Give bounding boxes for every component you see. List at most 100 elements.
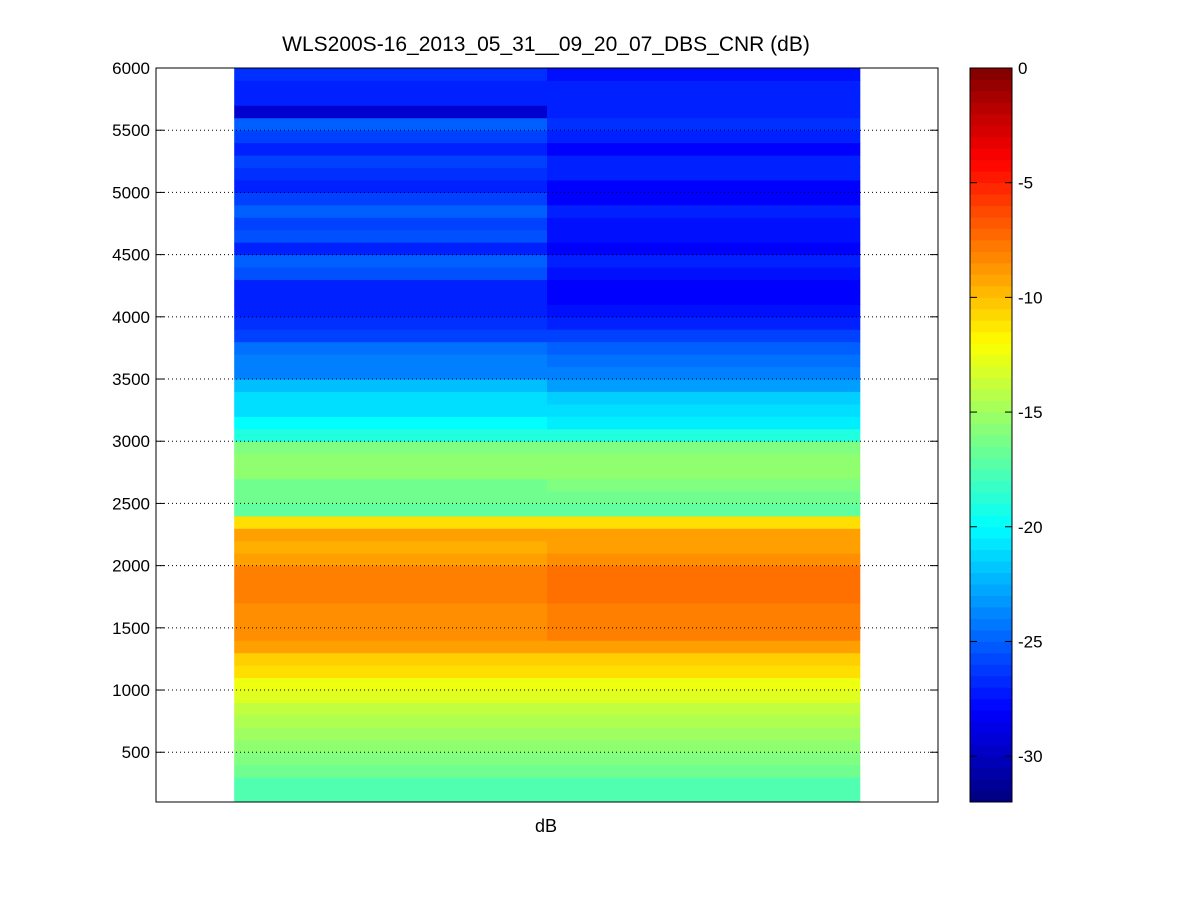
heatmap-cell [547, 242, 861, 256]
heatmap-cell [547, 764, 861, 778]
colorbar-swatch [970, 343, 1012, 356]
heatmap-cell [234, 677, 548, 691]
heatmap-cell [234, 366, 548, 380]
colorbar-swatch [970, 492, 1012, 505]
colorbar-swatch [970, 698, 1012, 711]
heatmap-cell [547, 379, 861, 392]
heatmap-cell [547, 92, 861, 106]
heatmap-cell [547, 304, 861, 318]
colorbar-swatch [970, 400, 1012, 413]
heatmap-cell [234, 764, 548, 778]
colorbar-swatch [970, 308, 1012, 321]
colorbar-swatch [970, 228, 1012, 241]
heatmap-cell [547, 490, 861, 504]
plot-area: 500 1000 1500 2000 2500 3000 3500 4000 4500 5000 5… [112, 59, 939, 803]
y-tick-label: 500 [122, 743, 150, 762]
colorbar-tick-label: 0 [1018, 59, 1027, 78]
colorbar-swatch [970, 377, 1012, 390]
colorbar-swatch [970, 125, 1012, 138]
heatmap-cell [547, 391, 861, 405]
colorbar-swatch [970, 79, 1012, 92]
heatmap-cell [234, 254, 548, 268]
y-tick-label: 2500 [112, 494, 150, 513]
colorbar-swatch [970, 354, 1012, 367]
heatmap-cell [547, 590, 861, 604]
heatmap-cell [234, 291, 548, 305]
colorbar-swatch [970, 561, 1012, 574]
heatmap-cell [234, 702, 548, 716]
heatmap-cell [234, 777, 548, 791]
heatmap-cell [234, 68, 548, 81]
heatmap-cell [234, 441, 548, 455]
colorbar-swatch [970, 503, 1012, 516]
colorbar-swatch [970, 102, 1012, 115]
heatmap-cell [547, 130, 861, 144]
heatmap-cell [234, 242, 548, 256]
heatmap-cell [547, 279, 861, 293]
heatmap-cell [547, 777, 861, 791]
heatmap-cell [547, 789, 861, 803]
heatmap-cell [234, 416, 548, 430]
heatmap-cell [547, 478, 861, 492]
colorbar-swatch [970, 629, 1012, 642]
heatmap-cell [547, 702, 861, 716]
colorbar-swatch [970, 756, 1012, 768]
heatmap-cell [547, 316, 861, 330]
heatmap-cell [547, 416, 861, 430]
colorbar-swatch [970, 572, 1012, 585]
y-tick-label: 5500 [112, 121, 150, 140]
colorbar-swatch [970, 710, 1012, 723]
heatmap-cell [234, 117, 548, 131]
colorbar-swatch [970, 171, 1012, 184]
colorbar-tick-label: -20 [1018, 518, 1043, 537]
colorbar-swatch [970, 68, 1012, 80]
heatmap-cell [547, 428, 861, 442]
colorbar-swatch [970, 480, 1012, 493]
heatmap-cell [234, 752, 548, 766]
heatmap-cell [547, 578, 861, 592]
heatmap-cell [234, 279, 548, 293]
colorbar-swatch [970, 274, 1012, 287]
heatmap-cell [547, 453, 861, 467]
heatmap-cell [234, 229, 548, 243]
heatmap-cell [547, 739, 861, 753]
heatmap-cell [547, 690, 861, 703]
heatmap-cell [547, 528, 861, 542]
heatmap-cell [547, 341, 861, 355]
colorbar-gradient [970, 68, 1012, 803]
heatmap-cell [234, 714, 548, 728]
heatmap-cell [547, 441, 861, 455]
colorbar-swatch [970, 652, 1012, 665]
colorbar-swatch [970, 446, 1012, 459]
heatmap-cell [234, 453, 548, 467]
colorbar-swatch [970, 251, 1012, 264]
heatmap-cell [547, 117, 861, 131]
heatmap-cell [234, 478, 548, 492]
heatmap-cell [234, 602, 548, 616]
colorbar-swatch [970, 618, 1012, 631]
colorbar-swatch [970, 285, 1012, 298]
colorbar-swatch [970, 412, 1012, 424]
heatmap-cell [547, 677, 861, 691]
heatmap-cell [234, 92, 548, 106]
heatmap-cell [547, 466, 861, 480]
y-tick-label: 5000 [112, 183, 150, 202]
colorbar-swatch [970, 641, 1012, 654]
colorbar-swatch [970, 549, 1012, 562]
y-tick-label: 3000 [112, 432, 150, 451]
heatmap-cell [234, 627, 548, 641]
heatmap-cells [234, 68, 861, 803]
heatmap-cell [234, 179, 548, 193]
colorbar: 0 -5 -10 -15 -20 -25 -30 [969, 59, 1043, 803]
colorbar-swatch [970, 457, 1012, 470]
heatmap-cell [547, 105, 861, 119]
y-tick-label: 1500 [112, 619, 150, 638]
colorbar-swatch [970, 469, 1012, 482]
colorbar-swatch [970, 607, 1012, 619]
heatmap-cell [234, 403, 548, 417]
heatmap-cell [547, 665, 861, 679]
colorbar-tick-label: -15 [1018, 403, 1043, 422]
heatmap-cell [234, 155, 548, 169]
colorbar-swatch [970, 331, 1012, 344]
